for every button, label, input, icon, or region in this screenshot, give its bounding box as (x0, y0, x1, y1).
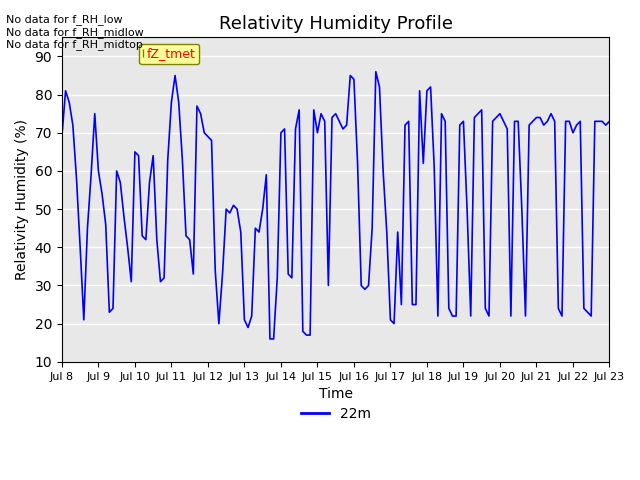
Y-axis label: Relativity Humidity (%): Relativity Humidity (%) (15, 119, 29, 280)
X-axis label: Time: Time (319, 387, 353, 401)
Title: Relativity Humidity Profile: Relativity Humidity Profile (219, 15, 452, 33)
Text: No data for f_RH_low
No data for f_RH_midlow
No data for f_RH_midtop: No data for f_RH_low No data for f_RH_mi… (6, 14, 144, 50)
Legend: 22m: 22m (295, 401, 376, 426)
